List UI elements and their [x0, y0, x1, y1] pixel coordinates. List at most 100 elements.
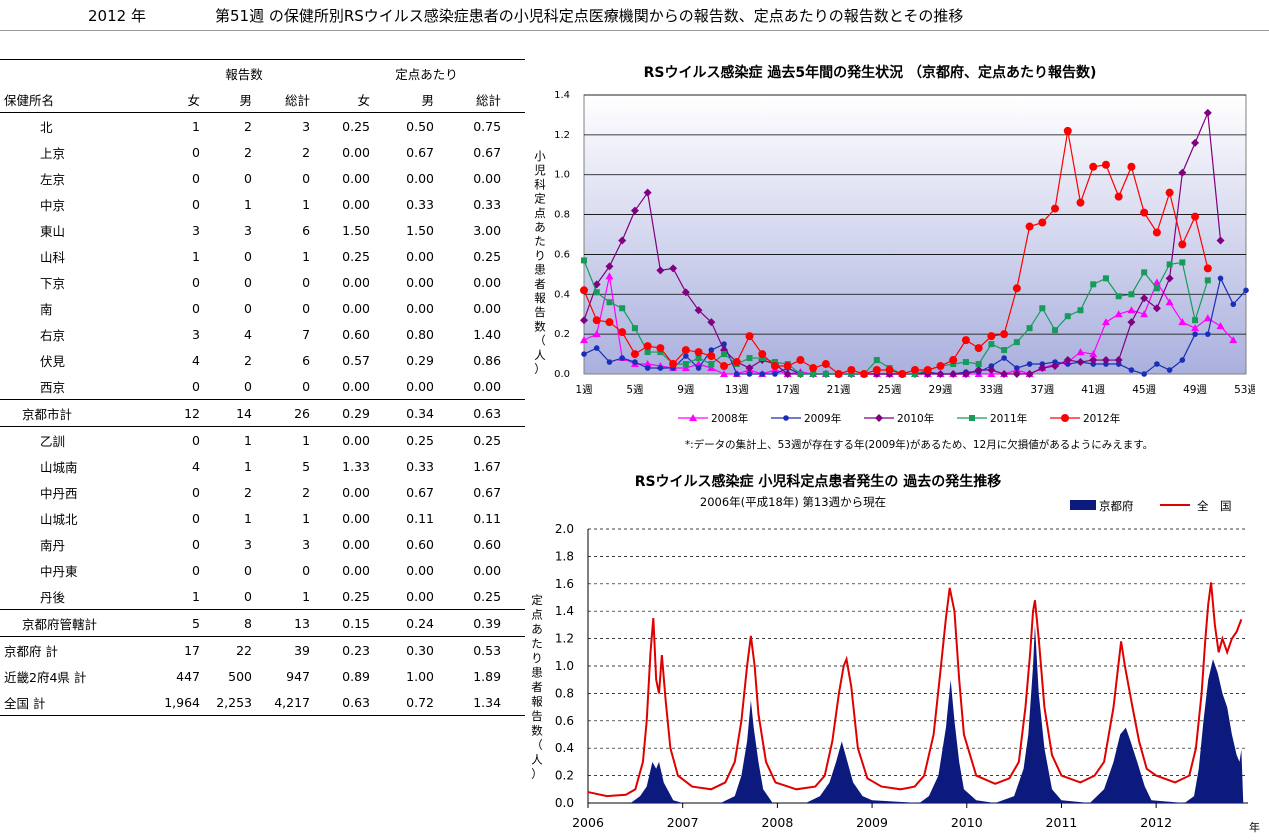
data-point: [732, 358, 741, 367]
data-point: [1089, 350, 1098, 358]
legend-marker: [969, 415, 975, 421]
data-point: [1141, 371, 1147, 377]
chart-subtitle: 2006年(平成18年) 第13週から現在: [700, 495, 886, 509]
row-value: 0.00: [342, 484, 371, 500]
data-point: [988, 341, 995, 348]
data-point: [1114, 310, 1123, 318]
table-row: 山科 1 0 1 0.25 0.00 0.25: [0, 243, 525, 269]
y-axis-label-char: あ: [534, 220, 546, 234]
data-point: [1178, 240, 1187, 249]
row-value: 2: [244, 118, 252, 134]
y-axis-label-char: 定: [534, 192, 546, 206]
row-value: 3: [302, 536, 311, 552]
row-name: 右京: [40, 327, 66, 343]
row-value: 0.00: [406, 248, 435, 264]
data-point: [1166, 367, 1173, 373]
national-line: [587, 582, 1243, 798]
col-header-name: 保健所名: [0, 86, 160, 113]
row-value: 0.00: [342, 274, 371, 290]
row-value: 0.00: [473, 562, 502, 578]
row-value: 0.00: [406, 274, 435, 290]
row-value: 0.60: [342, 326, 371, 342]
row-value: 0: [244, 562, 252, 578]
table-row: 京都府管轄計 5 8 13 0.15 0.24 0.39: [0, 609, 526, 637]
data-point: [1153, 285, 1160, 292]
row-value: 6: [302, 352, 311, 368]
row-value: 1.50: [342, 222, 371, 238]
row-name: 中京: [40, 197, 66, 213]
row-value: 1: [192, 118, 200, 134]
x-tick-label: 49週: [1183, 384, 1207, 396]
row-value: 0.00: [473, 300, 502, 316]
row-value: 2: [244, 484, 252, 500]
row-value: 1: [302, 196, 311, 212]
row-value: 0.86: [473, 352, 502, 368]
y-tick-label: 0.4: [555, 741, 574, 755]
data-point: [1165, 274, 1174, 283]
data-point: [1230, 301, 1237, 308]
row-name: 中丹西: [40, 485, 78, 501]
table-row: 全国 計 1,964 2,253 4,217 0.63 0.72 1.34: [0, 689, 526, 716]
y-tick-label: 1.2: [554, 130, 570, 141]
data-point: [1101, 160, 1110, 169]
data-point: [1191, 212, 1200, 221]
data-point: [707, 364, 716, 372]
row-value: 7: [302, 326, 311, 342]
kyoto-area: [611, 624, 1244, 803]
data-point: [1076, 348, 1085, 356]
data-point: [758, 350, 767, 359]
row-value: 3: [244, 222, 252, 238]
data-point: [695, 355, 702, 362]
x-tick-label: 21週: [827, 384, 851, 396]
y-axis-label-char: た: [534, 234, 546, 248]
data-point: [606, 299, 613, 306]
row-name: 西京: [40, 379, 66, 395]
data-point: [630, 206, 639, 215]
col-header-female: 女: [160, 86, 214, 113]
group-header-per-sentinel: 定点あたり: [328, 59, 526, 86]
data-point: [974, 366, 983, 375]
data-point: [669, 264, 678, 273]
data-point: [618, 328, 627, 337]
group-header-reports: 報告数: [160, 59, 329, 86]
data-point: [720, 370, 729, 377]
y-axis-label-char: 人: [534, 348, 546, 362]
x-tick-label: 1週: [575, 384, 593, 396]
row-value: 0.89: [342, 668, 371, 684]
y-tick-label: 1.0: [555, 659, 574, 673]
row-value: 17: [160, 636, 214, 663]
row-name: 山科: [40, 249, 66, 265]
data-point: [580, 336, 588, 344]
data-point: [1063, 126, 1072, 135]
row-value: 1.00: [406, 668, 435, 684]
data-point: [669, 360, 678, 369]
x-tick-label: 2006: [572, 815, 604, 830]
data-point: [1115, 293, 1122, 300]
data-point: [694, 348, 703, 357]
row-value: 0.33: [473, 196, 502, 212]
data-point: [1013, 339, 1020, 346]
row-value: 0.80: [406, 326, 435, 342]
row-value: 2: [244, 352, 252, 368]
data-point: [746, 355, 753, 362]
data-point: [1216, 236, 1225, 245]
row-value: 0.00: [406, 588, 435, 604]
y-tick-label: 0.4: [554, 289, 570, 300]
data-point: [847, 366, 856, 375]
table-row: 中丹東 0 0 0 0.00 0.00 0.00: [0, 557, 525, 583]
data-point: [1178, 168, 1187, 177]
table-row: 伏見 4 2 6 0.57 0.29 0.86: [0, 347, 525, 373]
x-tick-label: 17週: [776, 384, 800, 396]
data-point: [580, 316, 588, 325]
row-name: 左京: [40, 171, 66, 187]
data-point: [860, 370, 869, 378]
data-point: [1127, 306, 1136, 314]
y-axis-label-char: 数: [534, 319, 546, 333]
data-point: [1076, 198, 1085, 207]
table-row: 南 0 0 0 0.00 0.00 0.00: [0, 295, 525, 321]
data-point: [643, 342, 652, 351]
row-value: 0: [302, 300, 311, 316]
data-point: [1191, 138, 1200, 147]
table-row: 山城南 4 1 5 1.33 0.33 1.67: [0, 453, 525, 479]
row-value: 2: [302, 484, 311, 500]
